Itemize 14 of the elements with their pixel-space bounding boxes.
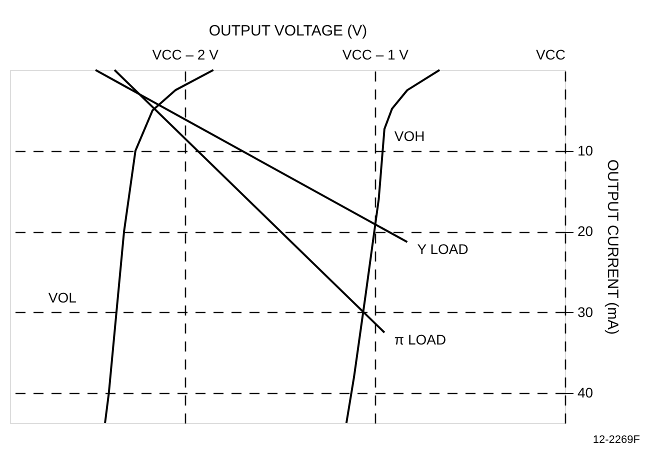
y-tick-label: 10 [578, 142, 594, 158]
annotation: Y LOAD [417, 241, 468, 258]
y-tick-label: 40 [578, 384, 594, 401]
text: 12-2269F [592, 434, 640, 446]
x-axis-title: OUTPUT VOLTAGE (V) [208, 22, 368, 40]
y-axis-title: OUTPUT CURRENT (mA) [604, 159, 622, 335]
annotation: VOL [48, 289, 77, 306]
y-tick-label: 20 [578, 223, 594, 240]
y-tick-label: 30 [578, 304, 594, 320]
x-tick-label: VCC – 1 V [342, 46, 410, 62]
x-tick-label: VCC [536, 46, 566, 62]
x-tick-label: VCC – 2 V [152, 46, 220, 62]
annotation: π LOAD [394, 332, 446, 348]
annotation: VOH [394, 128, 425, 144]
